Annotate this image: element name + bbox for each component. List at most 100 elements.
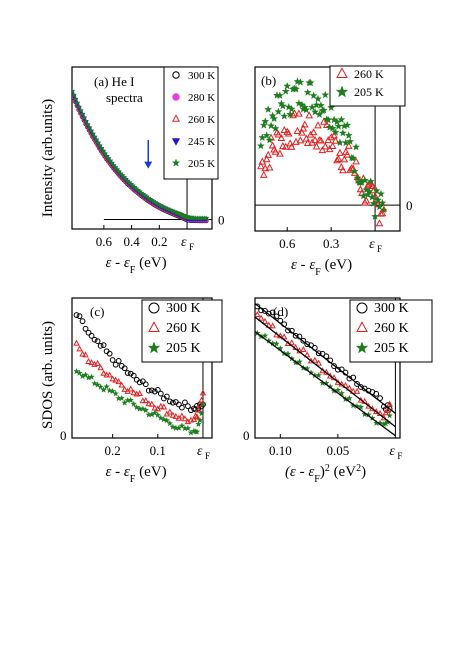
- data-point-300K: [106, 350, 113, 357]
- data-point-260K: [340, 155, 349, 163]
- data-point-260K: [357, 396, 365, 403]
- data-point-205K: [335, 138, 344, 147]
- legend-label-245K: 245 K: [188, 136, 215, 148]
- data-point-300K: [185, 403, 191, 410]
- data-point-260K: [109, 375, 116, 382]
- data-point-300K: [373, 390, 380, 397]
- data-point-260K: [284, 129, 293, 137]
- data-point-205K: [88, 373, 95, 380]
- plot-frame-c: [71, 297, 213, 439]
- data-point-205K: [292, 84, 300, 93]
- data-point-205K: [97, 383, 104, 390]
- data-point-300K: [133, 376, 140, 383]
- data-point-205K: [296, 358, 303, 365]
- data-point-205K: [259, 121, 268, 129]
- data-point-205K: [376, 189, 385, 198]
- x-tick-label-b: 0.3: [323, 236, 339, 251]
- x-axis-label-d: (ε - εF)2 (eV2): [285, 463, 366, 485]
- data-point-260K: [264, 150, 273, 158]
- x-tick-label-d: 0.10: [269, 443, 292, 458]
- data-point-300K: [82, 325, 89, 332]
- data-point-260K: [352, 157, 360, 165]
- data-point-205K: [195, 420, 202, 427]
- data-point-205K: [178, 422, 186, 429]
- data-point-260K: [290, 109, 299, 117]
- data-point-205K: [287, 104, 296, 113]
- data-point-260K: [296, 136, 305, 144]
- data-point-260K: [178, 412, 186, 419]
- data-point-205K: [107, 157, 113, 164]
- panel-label-a-2: spectra: [106, 90, 143, 105]
- fit-line-1: [255, 303, 396, 414]
- data-point-260K: [82, 351, 89, 358]
- data-point-205K: [267, 121, 276, 130]
- data-point-260K: [172, 412, 180, 419]
- legend-label-300K: 300 K: [188, 70, 215, 82]
- data-point-205K: [378, 198, 387, 207]
- data-point-205K: [270, 114, 279, 123]
- panel-a: 0.6 0.4 0.2 ε F0ε - εF (eV)(a) He Ispectra30…: [71, 66, 225, 276]
- data-point-300K: [157, 390, 164, 397]
- data-point-205K: [306, 78, 315, 87]
- data-point-205K: [281, 87, 290, 95]
- data-point-205K: [368, 193, 377, 201]
- data-point-260K: [293, 126, 302, 134]
- fermi-label-sub-d: F: [397, 451, 402, 461]
- data-point-300K: [85, 329, 92, 336]
- data-point-260K: [386, 400, 393, 407]
- data-point-205K: [375, 202, 384, 211]
- data-point-205K: [333, 117, 341, 126]
- data-point-205K: [81, 114, 87, 121]
- data-point-205K: [343, 121, 352, 129]
- data-point-260K: [326, 372, 334, 379]
- data-point-300K: [169, 399, 176, 406]
- data-point-205K: [275, 91, 284, 99]
- data-point-260K: [384, 406, 391, 413]
- data-point-300K: [331, 363, 337, 369]
- data-point-205K: [365, 187, 374, 196]
- data-point-205K: [72, 92, 77, 98]
- data-point-205K: [100, 386, 107, 393]
- data-point-300K: [151, 388, 158, 395]
- arrow-head: [144, 161, 153, 169]
- data-point-260K: [302, 134, 311, 142]
- data-point-260K: [311, 356, 319, 363]
- data-point-260K: [331, 136, 340, 144]
- data-point-205K: [296, 78, 305, 86]
- data-point-260K: [127, 385, 134, 392]
- data-point-205K: [88, 127, 94, 134]
- data-point-205K: [286, 110, 295, 118]
- ylabel-sdos: SDOS (arb. units): [40, 321, 56, 429]
- data-point-260K: [299, 124, 308, 132]
- data-point-205K: [86, 124, 93, 131]
- data-point-205K: [344, 131, 353, 139]
- data-point-260K: [271, 147, 280, 155]
- data-point-300K: [145, 387, 152, 394]
- x-axis-label-unit: (eV): [135, 464, 166, 480]
- data-point-300K: [79, 318, 86, 325]
- data-point-260K: [288, 339, 296, 346]
- legend-marker-205K: [335, 85, 349, 98]
- data-point-205K: [380, 206, 388, 214]
- data-point-260K: [145, 400, 153, 407]
- data-point-260K: [136, 390, 143, 397]
- data-point-300K: [292, 332, 299, 339]
- fermi-label-sub-b: F: [377, 244, 382, 254]
- x-axis-label-b: ε - εF (eV): [291, 257, 352, 278]
- data-point-260K: [287, 142, 296, 150]
- data-point-260K: [169, 411, 177, 418]
- data-point-300K: [76, 313, 83, 320]
- data-point-260K: [300, 346, 307, 353]
- data-point-205K: [308, 103, 317, 111]
- data-point-260K: [94, 359, 101, 366]
- data-point-205K: [96, 142, 103, 149]
- data-point-205K: [334, 386, 342, 393]
- legend-marker-260K: [356, 321, 368, 332]
- legend-label-260K: 260 K: [188, 114, 215, 126]
- data-point-260K: [336, 148, 344, 156]
- data-point-260K: [311, 135, 319, 144]
- data-point-300K: [175, 401, 182, 408]
- data-point-300K: [182, 399, 188, 406]
- fermi-label-b: ε: [369, 237, 375, 252]
- data-point-205K: [361, 410, 368, 418]
